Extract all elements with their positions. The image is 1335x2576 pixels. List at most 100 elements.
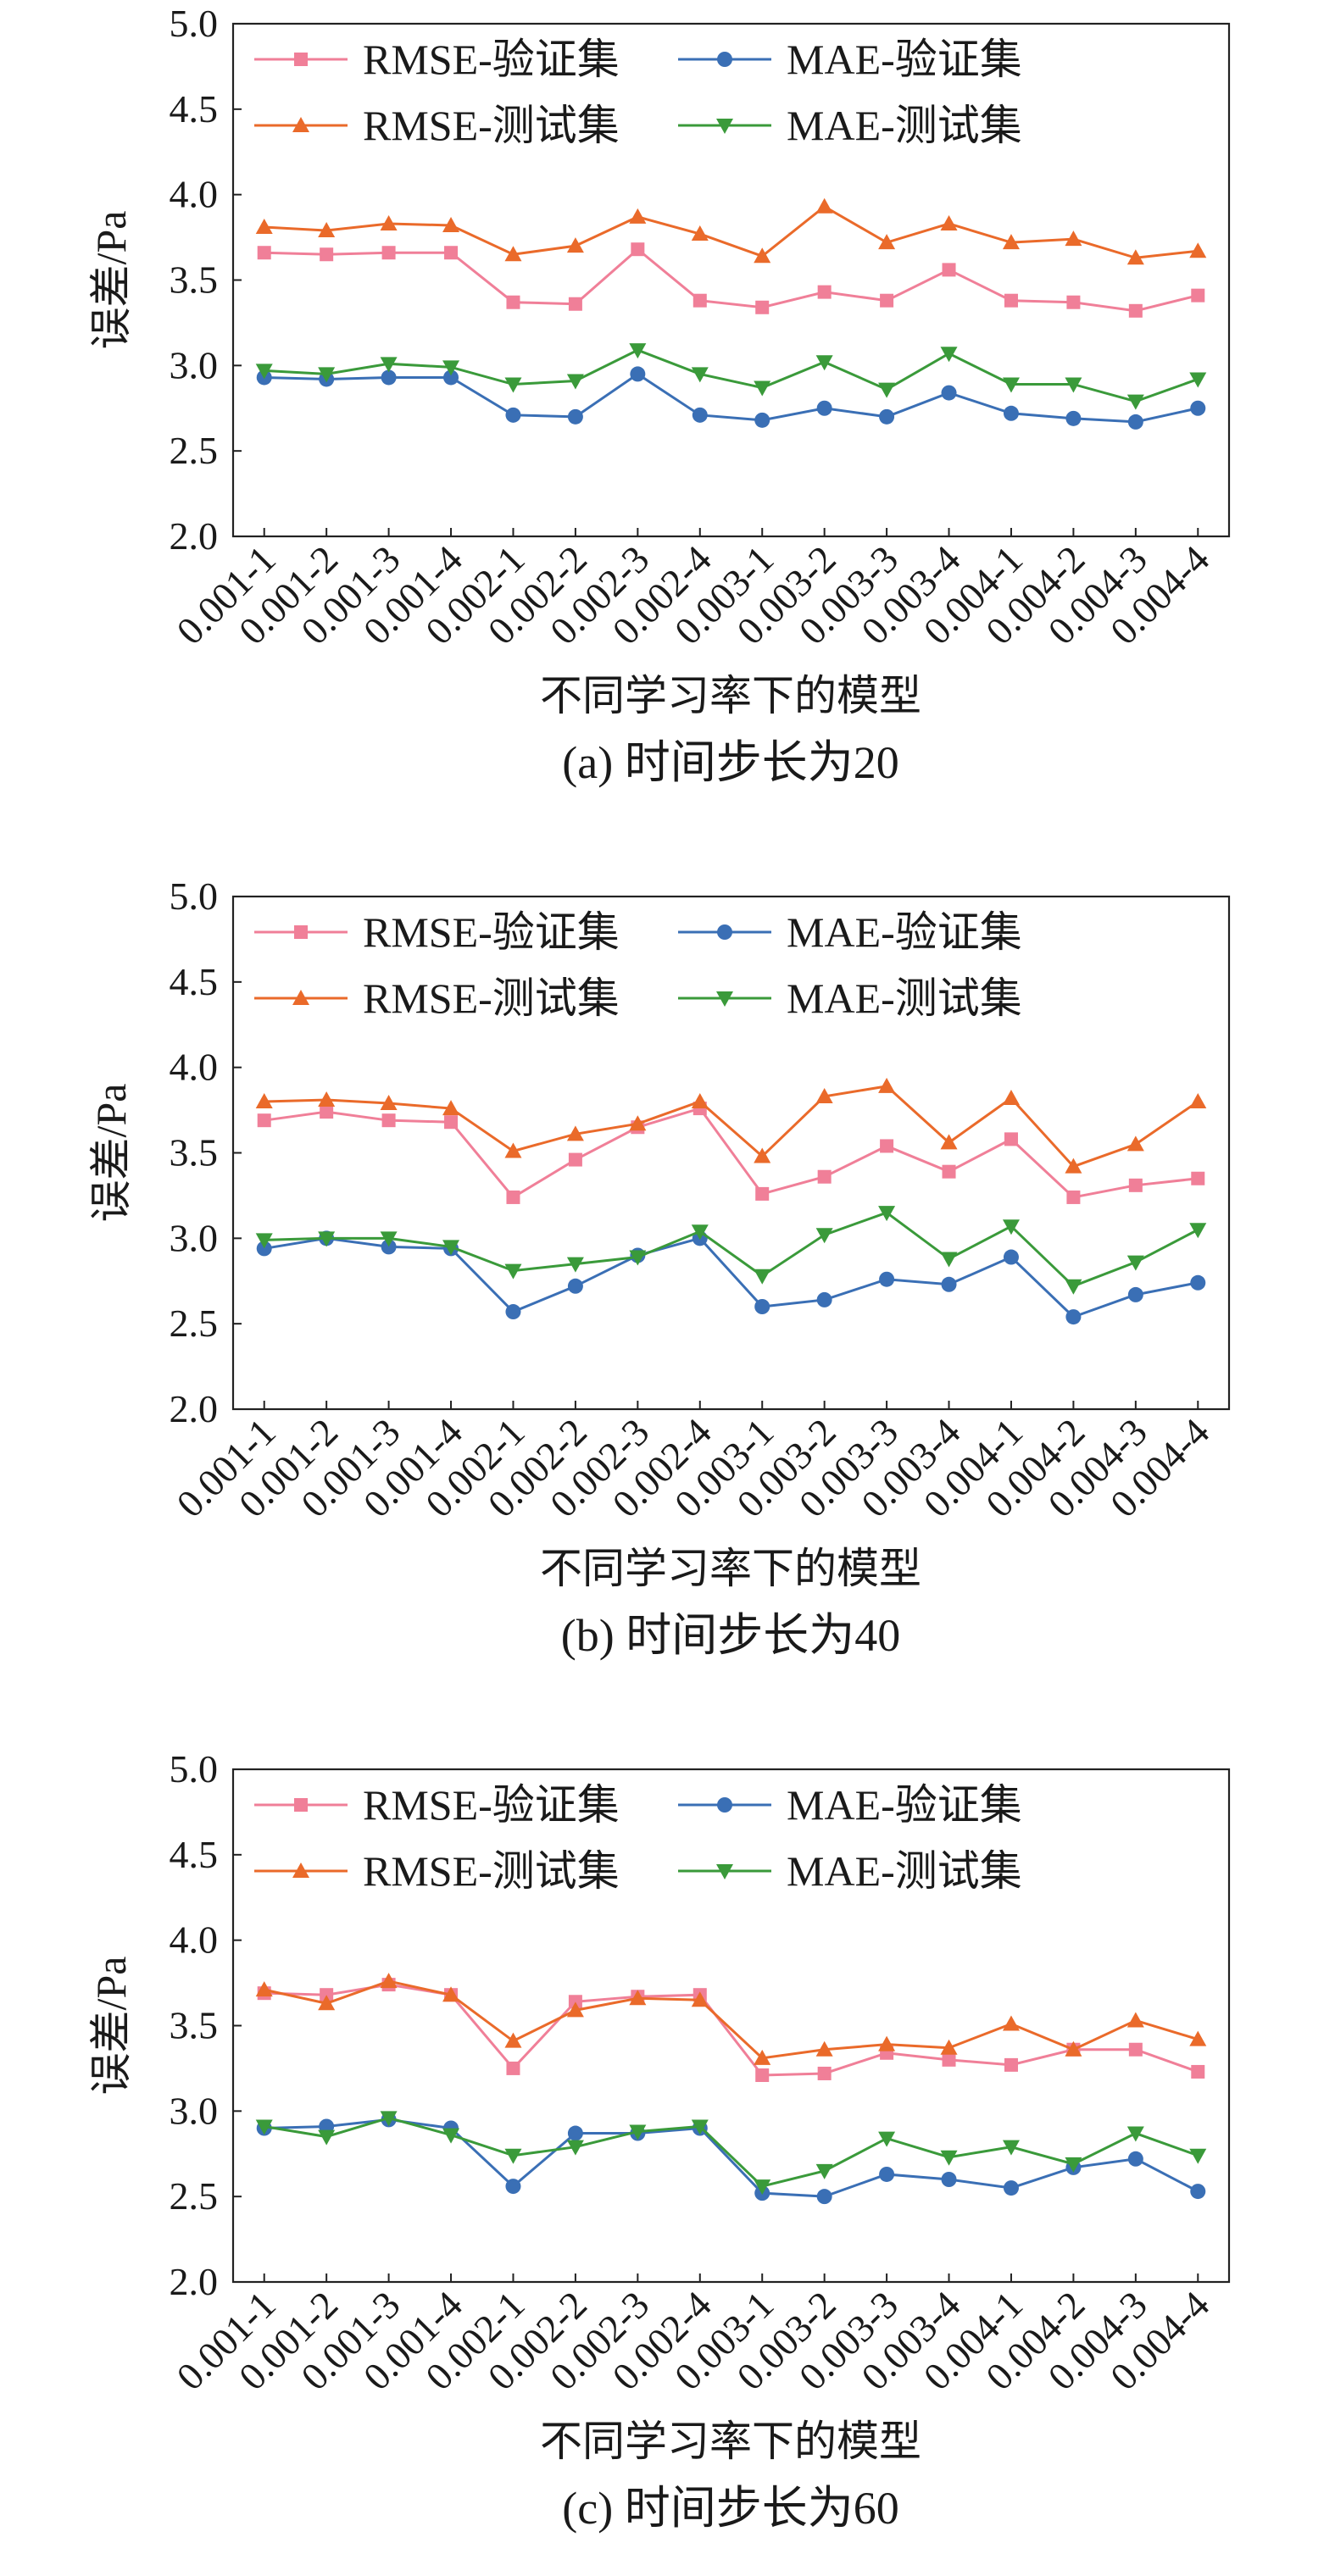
data-point — [567, 408, 583, 425]
y-tick-label: 2.0 — [170, 2260, 219, 2303]
legend-marker — [716, 119, 733, 134]
legend-entry-1: RMSE-验证集 — [254, 1781, 620, 1829]
series-line — [264, 2116, 1199, 2188]
data-point — [1004, 293, 1018, 308]
y-tick-label: 5.0 — [170, 1747, 219, 1790]
data-point — [320, 1105, 334, 1119]
data-point — [506, 2061, 520, 2075]
series-line — [264, 1236, 1199, 1319]
data-point — [878, 382, 896, 398]
data-point — [1004, 1132, 1018, 1146]
data-point — [755, 1186, 770, 1201]
data-point — [318, 222, 336, 238]
x-axis-title: 不同学习率下的模型 — [540, 672, 921, 719]
chart-panel-2: 2.02.53.03.54.04.55.00.001-10.001-20.001… — [87, 874, 1231, 1661]
y-tick-label: 2.0 — [170, 514, 219, 558]
data-point — [1191, 1171, 1205, 1185]
data-point — [817, 1169, 832, 1184]
data-point — [1127, 2151, 1143, 2167]
data-point — [816, 400, 832, 416]
series-3 — [255, 1973, 1207, 2065]
legend-label: MAE-测试集 — [787, 1847, 1022, 1895]
data-point — [940, 2150, 958, 2166]
data-point — [380, 357, 398, 373]
data-point — [1190, 2184, 1206, 2200]
legend-label: RMSE-测试集 — [363, 1847, 620, 1895]
data-point — [566, 237, 584, 253]
legend-label: RMSE-测试集 — [363, 974, 620, 1022]
data-point — [1065, 2157, 1082, 2173]
series-4 — [255, 1206, 1207, 1295]
data-point — [942, 2052, 956, 2067]
data-point — [1128, 1178, 1143, 1192]
legend-marker — [717, 52, 732, 67]
data-point — [504, 2148, 522, 2164]
data-point — [318, 2129, 336, 2146]
legend-entry-1: RMSE-验证集 — [254, 908, 620, 956]
data-point — [1128, 2042, 1143, 2057]
plot-frame — [231, 22, 1231, 538]
data-point — [754, 1299, 770, 1314]
data-point — [817, 285, 832, 299]
data-point — [442, 216, 460, 232]
y-axis-title: 误差/Pa — [87, 1957, 135, 2096]
data-point — [566, 1125, 584, 1141]
data-point — [568, 1152, 582, 1167]
legend-entry-4: MAE-测试集 — [678, 1847, 1022, 1895]
data-point — [1190, 1274, 1206, 1291]
data-point — [691, 1991, 709, 2007]
legend-marker — [717, 1797, 732, 1813]
y-tick-label: 4.0 — [170, 1046, 219, 1089]
data-point — [380, 2111, 398, 2127]
data-point — [1191, 2064, 1205, 2079]
data-point — [817, 2066, 832, 2080]
y-tick-label: 5.0 — [170, 874, 219, 918]
data-point — [381, 1113, 396, 1128]
data-point — [380, 214, 398, 230]
y-tick-label: 2.5 — [170, 1302, 219, 1345]
y-tick-label: 5.0 — [170, 2, 219, 45]
legend-entry-1: RMSE-验证集 — [254, 36, 620, 83]
data-point — [815, 355, 833, 371]
data-point — [940, 1252, 958, 1268]
legend-entry-3: RMSE-测试集 — [254, 974, 620, 1022]
y-tick-label: 2.5 — [170, 429, 219, 472]
data-point — [1126, 2012, 1144, 2028]
data-point — [629, 1990, 647, 2006]
panel-caption: (b) 时间步长为40 — [561, 1610, 900, 1661]
series-line — [264, 1979, 1199, 2060]
data-point — [1003, 405, 1019, 421]
data-point — [504, 1263, 522, 1280]
data-point — [568, 297, 582, 311]
y-tick-label: 2.5 — [170, 2174, 219, 2218]
series-1 — [257, 1102, 1205, 1204]
plot-frame — [231, 1768, 1231, 2284]
series-3 — [255, 1077, 1207, 1174]
panel-caption: (c) 时间步长为60 — [562, 2483, 898, 2534]
data-point — [629, 1115, 647, 1131]
data-point — [1065, 377, 1082, 393]
data-point — [1065, 1309, 1082, 1325]
data-point — [879, 408, 895, 425]
data-point — [631, 242, 645, 257]
data-point — [255, 1233, 273, 1249]
data-point — [320, 1988, 334, 2002]
legend-marker — [716, 1864, 733, 1879]
data-point — [1065, 2040, 1082, 2057]
legend-entry-4: MAE-测试集 — [678, 974, 1022, 1022]
data-point — [504, 1142, 522, 1158]
legend-marker — [294, 925, 308, 939]
y-tick-label: 4.0 — [170, 1918, 219, 1962]
legend-entry-2: MAE-验证集 — [678, 908, 1022, 956]
legend-marker — [292, 117, 309, 132]
series-line — [264, 348, 1199, 403]
data-point — [940, 214, 958, 230]
data-point — [878, 2035, 896, 2051]
data-point — [754, 1147, 771, 1163]
data-point — [1190, 400, 1206, 416]
y-tick-label: 2.0 — [170, 1387, 219, 1430]
data-point — [1065, 410, 1082, 426]
data-point — [754, 412, 770, 428]
y-tick-label: 3.0 — [170, 2089, 219, 2132]
series-line — [264, 372, 1199, 424]
